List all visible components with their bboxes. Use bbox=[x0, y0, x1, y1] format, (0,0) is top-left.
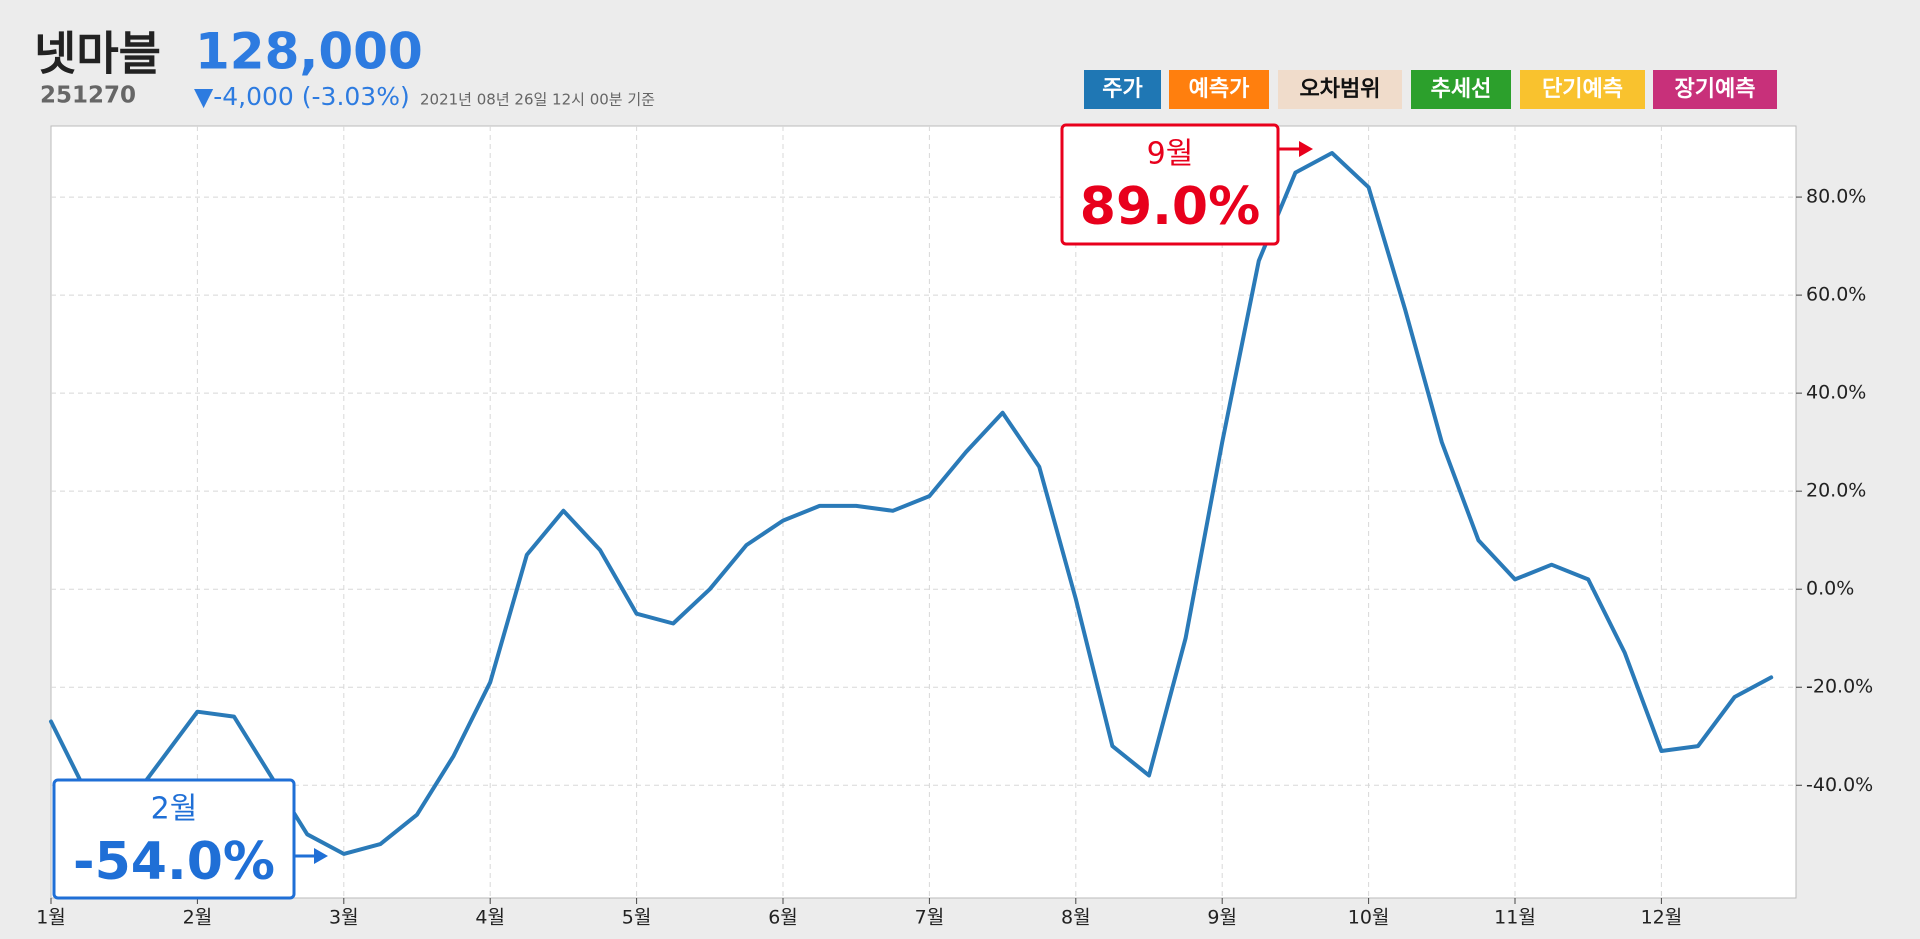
price-change: ▼-4,000 (-3.03%) bbox=[194, 82, 410, 111]
annotation-box bbox=[52, 778, 296, 900]
stock-price: 128,000 bbox=[195, 23, 423, 81]
stock-name: 넷마블 bbox=[34, 27, 161, 81]
stock-code: 251270 bbox=[40, 83, 136, 109]
y-tick-label: 40.0% bbox=[1806, 382, 1866, 404]
x-tick-label: 6월 bbox=[768, 907, 798, 929]
annotation-arrowhead bbox=[314, 848, 328, 864]
legend-label: 오차범위 bbox=[1300, 77, 1381, 102]
y-tick-label: 80.0% bbox=[1806, 186, 1866, 208]
x-tick-label: 10월 bbox=[1348, 907, 1390, 929]
timestamp: 2021년 08년 26일 12시 00분 기준 bbox=[420, 91, 655, 109]
y-tick-label: 60.0% bbox=[1806, 284, 1866, 306]
plot-area bbox=[50, 125, 1797, 899]
legend-swatch bbox=[1520, 70, 1645, 109]
x-tick-label: 2월 bbox=[183, 907, 213, 929]
legend-label: 장기예측 bbox=[1675, 77, 1756, 102]
y-tick-label: -40.0% bbox=[1806, 774, 1873, 796]
line-series bbox=[49, 151, 1774, 856]
legend-swatch bbox=[1169, 70, 1269, 109]
x-tick-label: 4월 bbox=[475, 907, 505, 929]
x-tick-label: 11월 bbox=[1494, 907, 1536, 929]
x-tick-label: 12월 bbox=[1641, 907, 1683, 929]
x-tick-label: 1월 bbox=[36, 907, 66, 929]
x-tick-label: 7월 bbox=[915, 907, 945, 929]
legend-label: 예측가 bbox=[1189, 77, 1250, 102]
annotation-month: 2월 bbox=[151, 792, 198, 827]
x-tick-label: 3월 bbox=[329, 907, 359, 929]
annotation-arrowhead bbox=[1299, 141, 1313, 157]
legend-swatch bbox=[1084, 70, 1161, 109]
annotation-value: -54.0% bbox=[73, 832, 275, 892]
legend-label: 단기예측 bbox=[1542, 77, 1623, 102]
y-tick-label: 20.0% bbox=[1806, 480, 1866, 502]
annotation-value: 89.0% bbox=[1080, 177, 1260, 237]
y-tick-label: 0.0% bbox=[1806, 578, 1854, 600]
legend-swatch bbox=[1411, 70, 1511, 109]
legend-label: 추세선 bbox=[1431, 77, 1492, 102]
annotation-box bbox=[1060, 123, 1280, 246]
x-tick-label: 8월 bbox=[1061, 907, 1091, 929]
legend-swatch bbox=[1653, 70, 1777, 109]
legend-swatch bbox=[1278, 70, 1402, 109]
x-tick-label: 9월 bbox=[1207, 907, 1237, 929]
annotation-month: 9월 bbox=[1147, 137, 1194, 172]
y-tick-label: -20.0% bbox=[1806, 676, 1873, 698]
legend-label: 주가 bbox=[1102, 77, 1142, 102]
x-tick-label: 5월 bbox=[622, 907, 652, 929]
